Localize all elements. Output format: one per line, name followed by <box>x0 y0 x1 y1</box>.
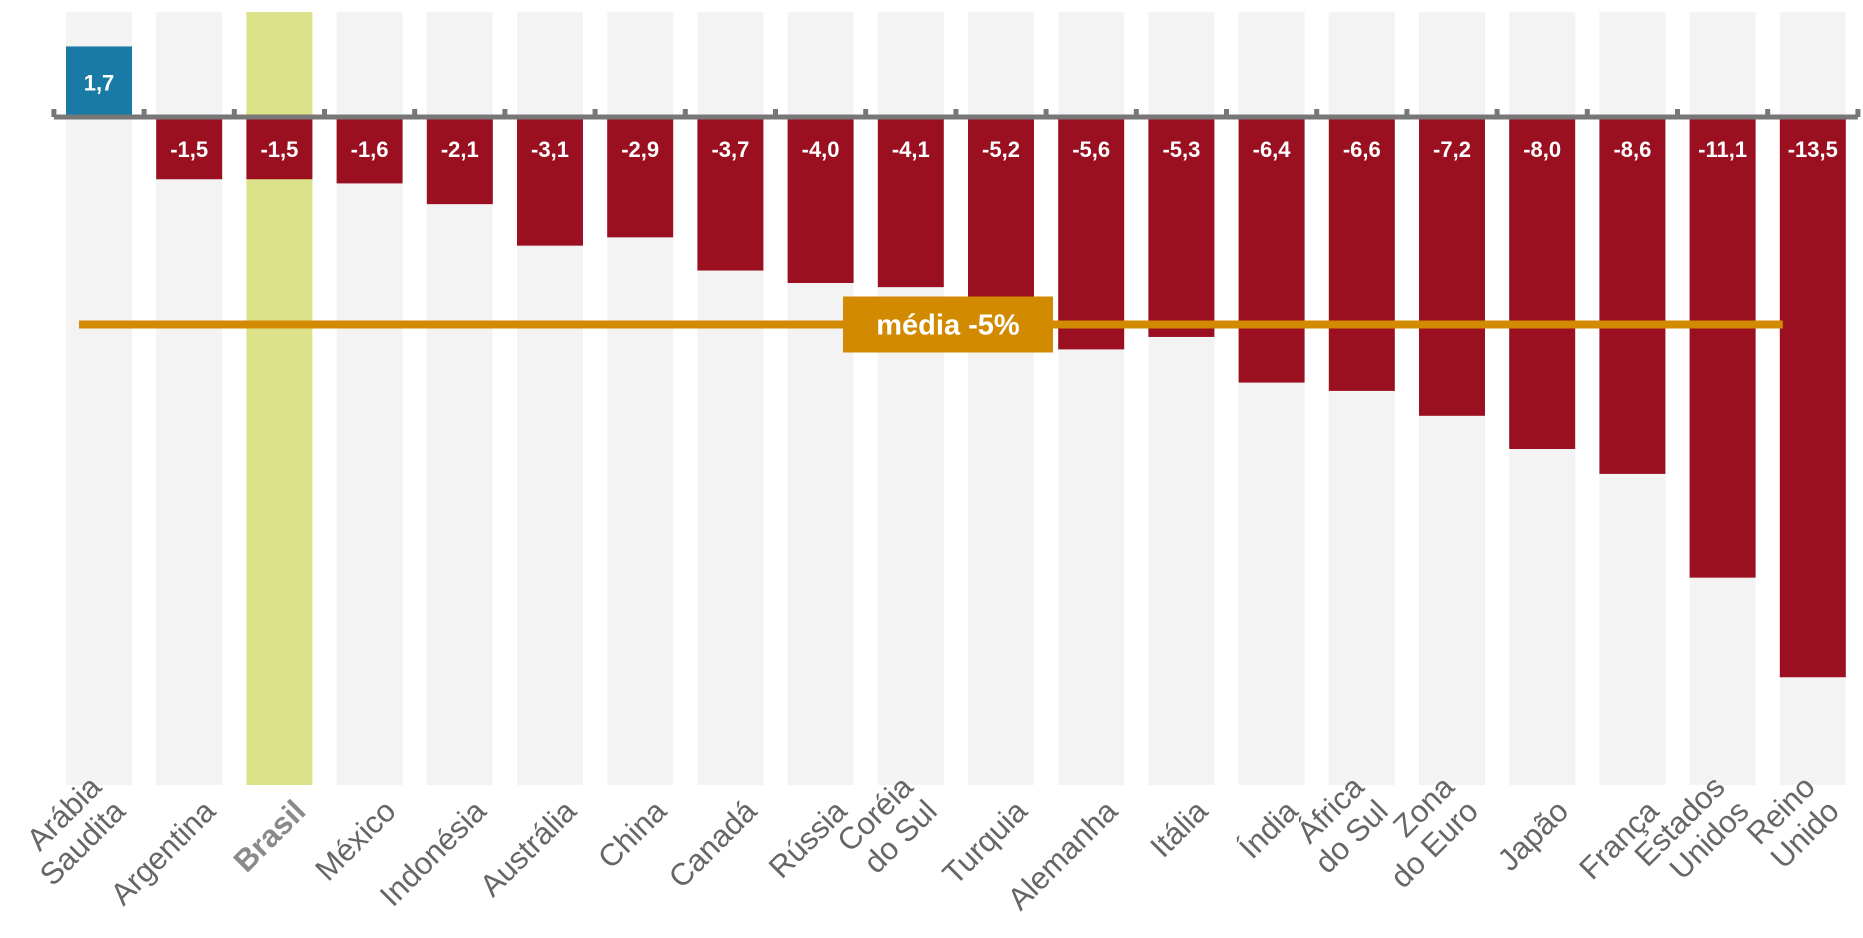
value-label: -13,5 <box>1788 137 1838 162</box>
bar <box>156 117 223 180</box>
value-label: -11,1 <box>1698 137 1747 162</box>
value-label: -3,7 <box>711 137 749 162</box>
category-label: Austrália <box>473 793 584 904</box>
bar <box>607 117 674 238</box>
category-label-line: Austrália <box>473 793 584 904</box>
bar <box>1779 117 1846 678</box>
bar <box>1328 117 1395 391</box>
value-label: -1,6 <box>351 137 389 162</box>
category-label: Brasil <box>227 793 313 879</box>
category-label-line: Brasil <box>227 793 313 879</box>
category-label-line: Canadá <box>662 793 764 895</box>
bar <box>1599 117 1666 474</box>
zero-axis <box>51 109 1861 120</box>
bar <box>517 117 583 246</box>
category-label: Itália <box>1143 793 1215 865</box>
category-label: China <box>591 793 674 876</box>
category-label: Áfricado Sul <box>1284 769 1395 880</box>
value-label: -2,1 <box>441 137 479 162</box>
bar <box>1419 117 1485 416</box>
value-label: -4,0 <box>802 137 840 162</box>
column-backgrounds <box>66 12 1846 785</box>
category-label: Coréiado Sul <box>830 769 944 883</box>
category-label-line: China <box>591 793 674 876</box>
value-label: -5,3 <box>1162 137 1200 162</box>
category-label: Canadá <box>662 793 764 895</box>
value-label: -4,1 <box>892 137 930 162</box>
bar <box>1509 117 1576 449</box>
value-label: -8,6 <box>1613 137 1651 162</box>
category-label: Japão <box>1491 793 1575 877</box>
category-label: ArábiaSaudita <box>9 769 133 893</box>
bar <box>1689 117 1756 578</box>
average-label-box <box>843 296 1053 353</box>
average-line-group: média -5% <box>79 296 1783 353</box>
value-label: -5,6 <box>1072 137 1110 162</box>
category-label-line: Itália <box>1143 793 1215 865</box>
bar <box>787 117 854 283</box>
value-label: 1,7 <box>84 70 115 95</box>
category-label: ReinoUnido <box>1740 769 1846 875</box>
average-label: média -5% <box>876 310 1020 342</box>
value-labels: 1,7 -1,5 -1,5 -1,6 -2,1 -3,1 -2,9 -3,7 -4,0 -4,1 -… <box>84 70 1838 162</box>
bar <box>66 46 132 118</box>
value-label: -7,2 <box>1433 137 1471 162</box>
bar <box>1148 117 1215 337</box>
bar <box>246 117 313 180</box>
bar <box>426 117 493 205</box>
bar <box>877 117 944 288</box>
value-label: -3,1 <box>531 137 569 162</box>
value-label: -1,5 <box>170 137 208 162</box>
bar <box>336 117 403 184</box>
value-label: -5,2 <box>982 137 1020 162</box>
value-label: -8,0 <box>1523 137 1561 162</box>
bars <box>66 46 1846 678</box>
bar <box>1238 117 1305 383</box>
value-label: -6,6 <box>1343 137 1381 162</box>
bar <box>697 117 764 271</box>
value-label: -6,4 <box>1253 137 1292 162</box>
value-label: -2,9 <box>621 137 659 162</box>
category-label-line: Japão <box>1491 793 1575 877</box>
bar <box>1058 117 1125 350</box>
value-label: -1,5 <box>260 137 298 162</box>
column-background <box>66 12 132 785</box>
category-label: EstadosUnidos <box>1628 769 1756 897</box>
